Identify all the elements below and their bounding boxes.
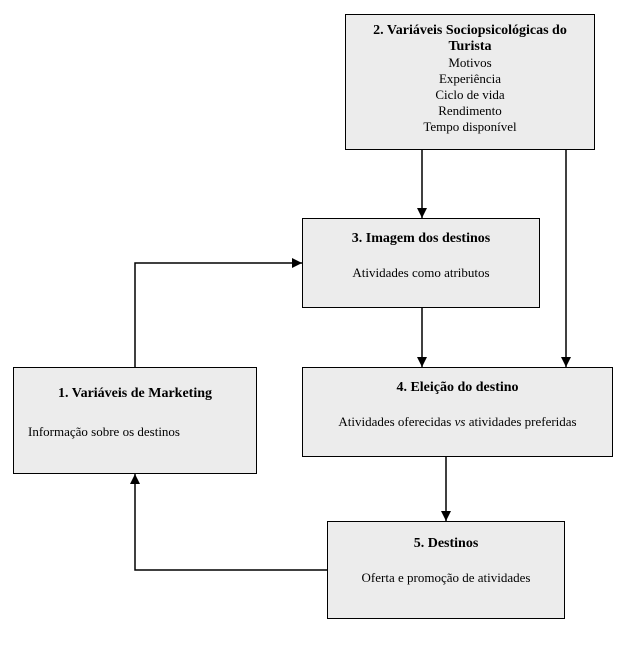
edge-n1-n3 <box>135 263 302 367</box>
node-variaveis-marketing: 1. Variáveis de Marketing Informação sob… <box>13 367 257 474</box>
node-eleicao-destino: 4. Eleição do destino Atividades ofereci… <box>302 367 613 457</box>
node-line: Oferta e promoção de atividades <box>346 570 546 586</box>
node-line: Informação sobre os destinos <box>22 424 248 440</box>
node-title: 4. Eleição do destino <box>311 380 604 396</box>
node-line: Atividades oferecidas vs atividades pref… <box>311 414 604 430</box>
node-line: Tempo disponível <box>352 119 588 135</box>
node-title: 3. Imagem dos destinos <box>311 231 531 247</box>
node-title: 2. Variáveis Sociopsicológicas do Turist… <box>352 23 588 55</box>
node-title: 1. Variáveis de Marketing <box>22 386 248 402</box>
node-line: Motivos <box>352 55 588 71</box>
node-line: Rendimento <box>352 103 588 119</box>
node-sociopsicologicas: 2. Variáveis Sociopsicológicas do Turist… <box>345 14 595 150</box>
edge-n5-n1 <box>135 474 327 570</box>
node-destinos: 5. Destinos Oferta e promoção de ativida… <box>327 521 565 619</box>
node-imagem-destinos: 3. Imagem dos destinos Atividades como a… <box>302 218 540 308</box>
node-line: Experiência <box>352 71 588 87</box>
node-line: Ciclo de vida <box>352 87 588 103</box>
node-line: Atividades como atributos <box>311 265 531 281</box>
diagram-canvas: 2. Variáveis Sociopsicológicas do Turist… <box>0 0 627 651</box>
node-title: 5. Destinos <box>346 536 546 552</box>
